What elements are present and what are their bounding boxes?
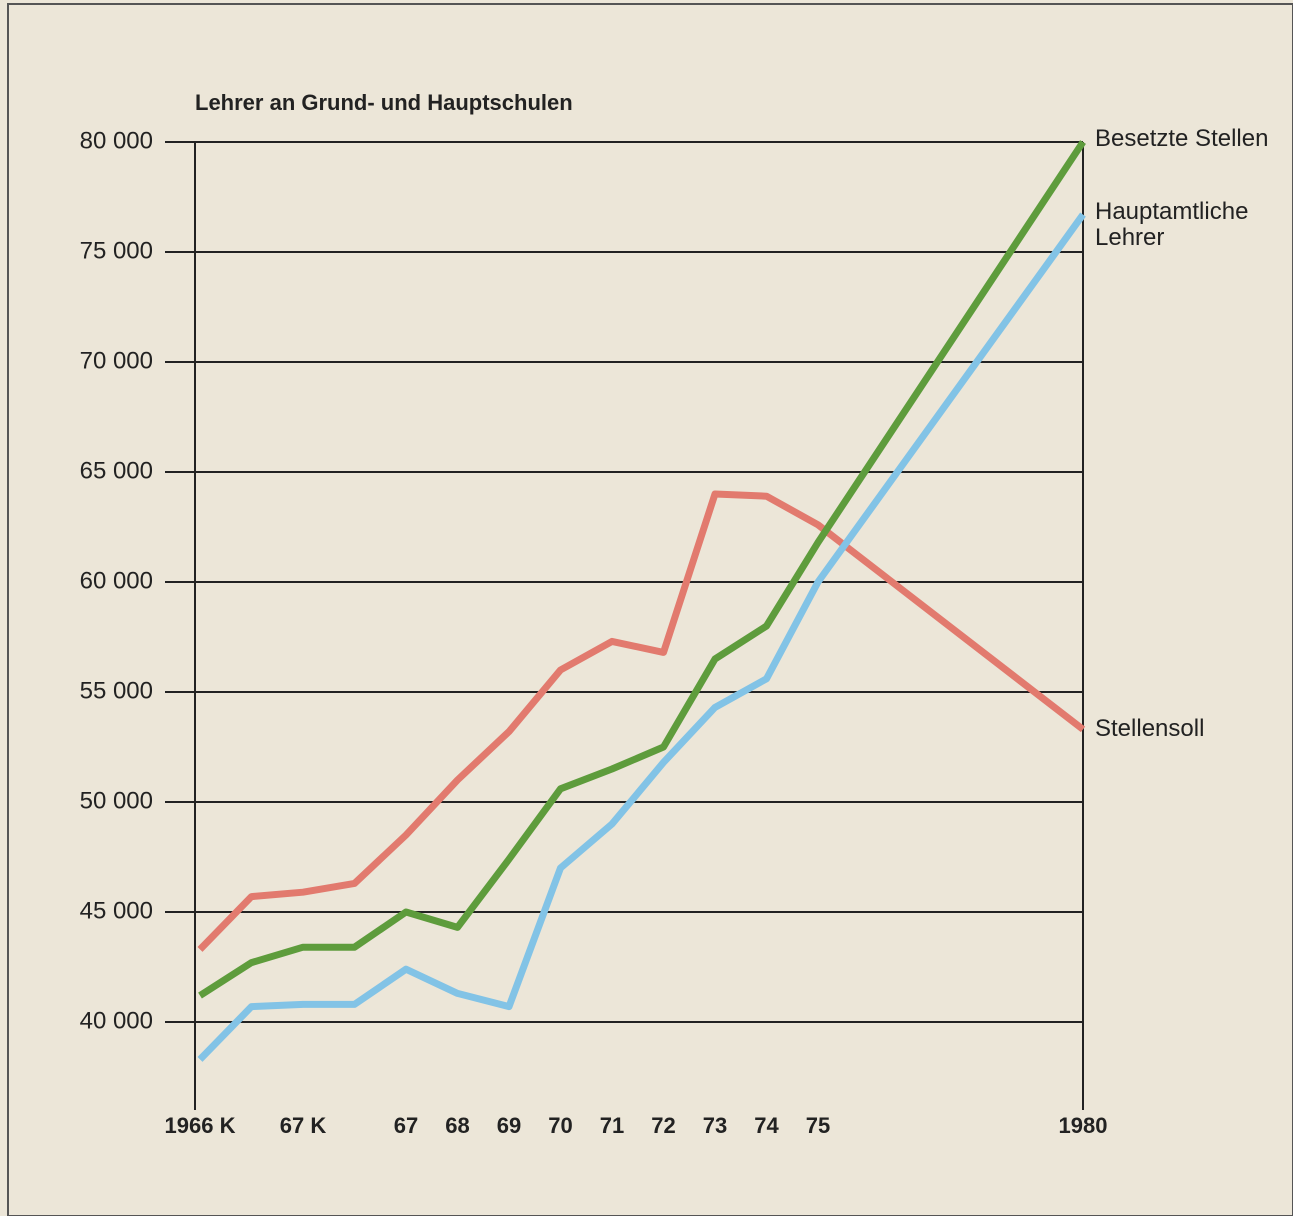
x-tick-label: 1980 bbox=[1059, 1113, 1108, 1138]
y-tick-label: 45 000 bbox=[80, 897, 153, 924]
frame bbox=[7, 3, 1293, 1216]
x-tick-label: 70 bbox=[548, 1113, 572, 1138]
y-tick-label: 60 000 bbox=[80, 567, 153, 594]
y-tick-label: 55 000 bbox=[80, 677, 153, 704]
y-tick-label: 70 000 bbox=[80, 347, 153, 374]
x-tick-label: 67 K bbox=[280, 1113, 327, 1138]
y-tick-label: 40 000 bbox=[80, 1007, 153, 1034]
x-tick-label: 72 bbox=[651, 1113, 675, 1138]
x-tick-label: 73 bbox=[703, 1113, 727, 1138]
legend-label: Besetzte Stellen bbox=[1095, 125, 1269, 152]
x-tick-label: 75 bbox=[806, 1113, 830, 1138]
legend-label: Stellensoll bbox=[1095, 715, 1205, 743]
x-tick-label: 68 bbox=[445, 1113, 469, 1138]
x-tick-label: 71 bbox=[600, 1113, 624, 1138]
legend-label: Hauptamtliche Lehrer bbox=[1095, 197, 1249, 251]
y-tick-label: 75 000 bbox=[80, 237, 153, 264]
y-tick-label: 50 000 bbox=[80, 787, 153, 814]
x-tick-label: 67 bbox=[394, 1113, 418, 1138]
series-line bbox=[197, 490, 1086, 952]
x-tick-label: 74 bbox=[754, 1113, 779, 1138]
series-line bbox=[198, 140, 1086, 999]
chart-title: Lehrer an Grund- und Hauptschulen bbox=[195, 90, 573, 115]
y-tick-label: 80 000 bbox=[80, 127, 153, 154]
y-tick-label: 65 000 bbox=[80, 457, 153, 484]
series-line bbox=[197, 212, 1086, 1062]
x-tick-label: 69 bbox=[497, 1113, 521, 1138]
x-tick-label: 1966 K bbox=[165, 1113, 236, 1138]
